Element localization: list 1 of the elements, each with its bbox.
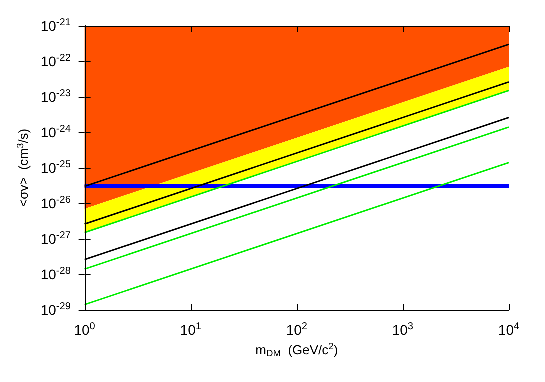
y-axis-title: <σv> (cm3/s) bbox=[16, 128, 31, 208]
